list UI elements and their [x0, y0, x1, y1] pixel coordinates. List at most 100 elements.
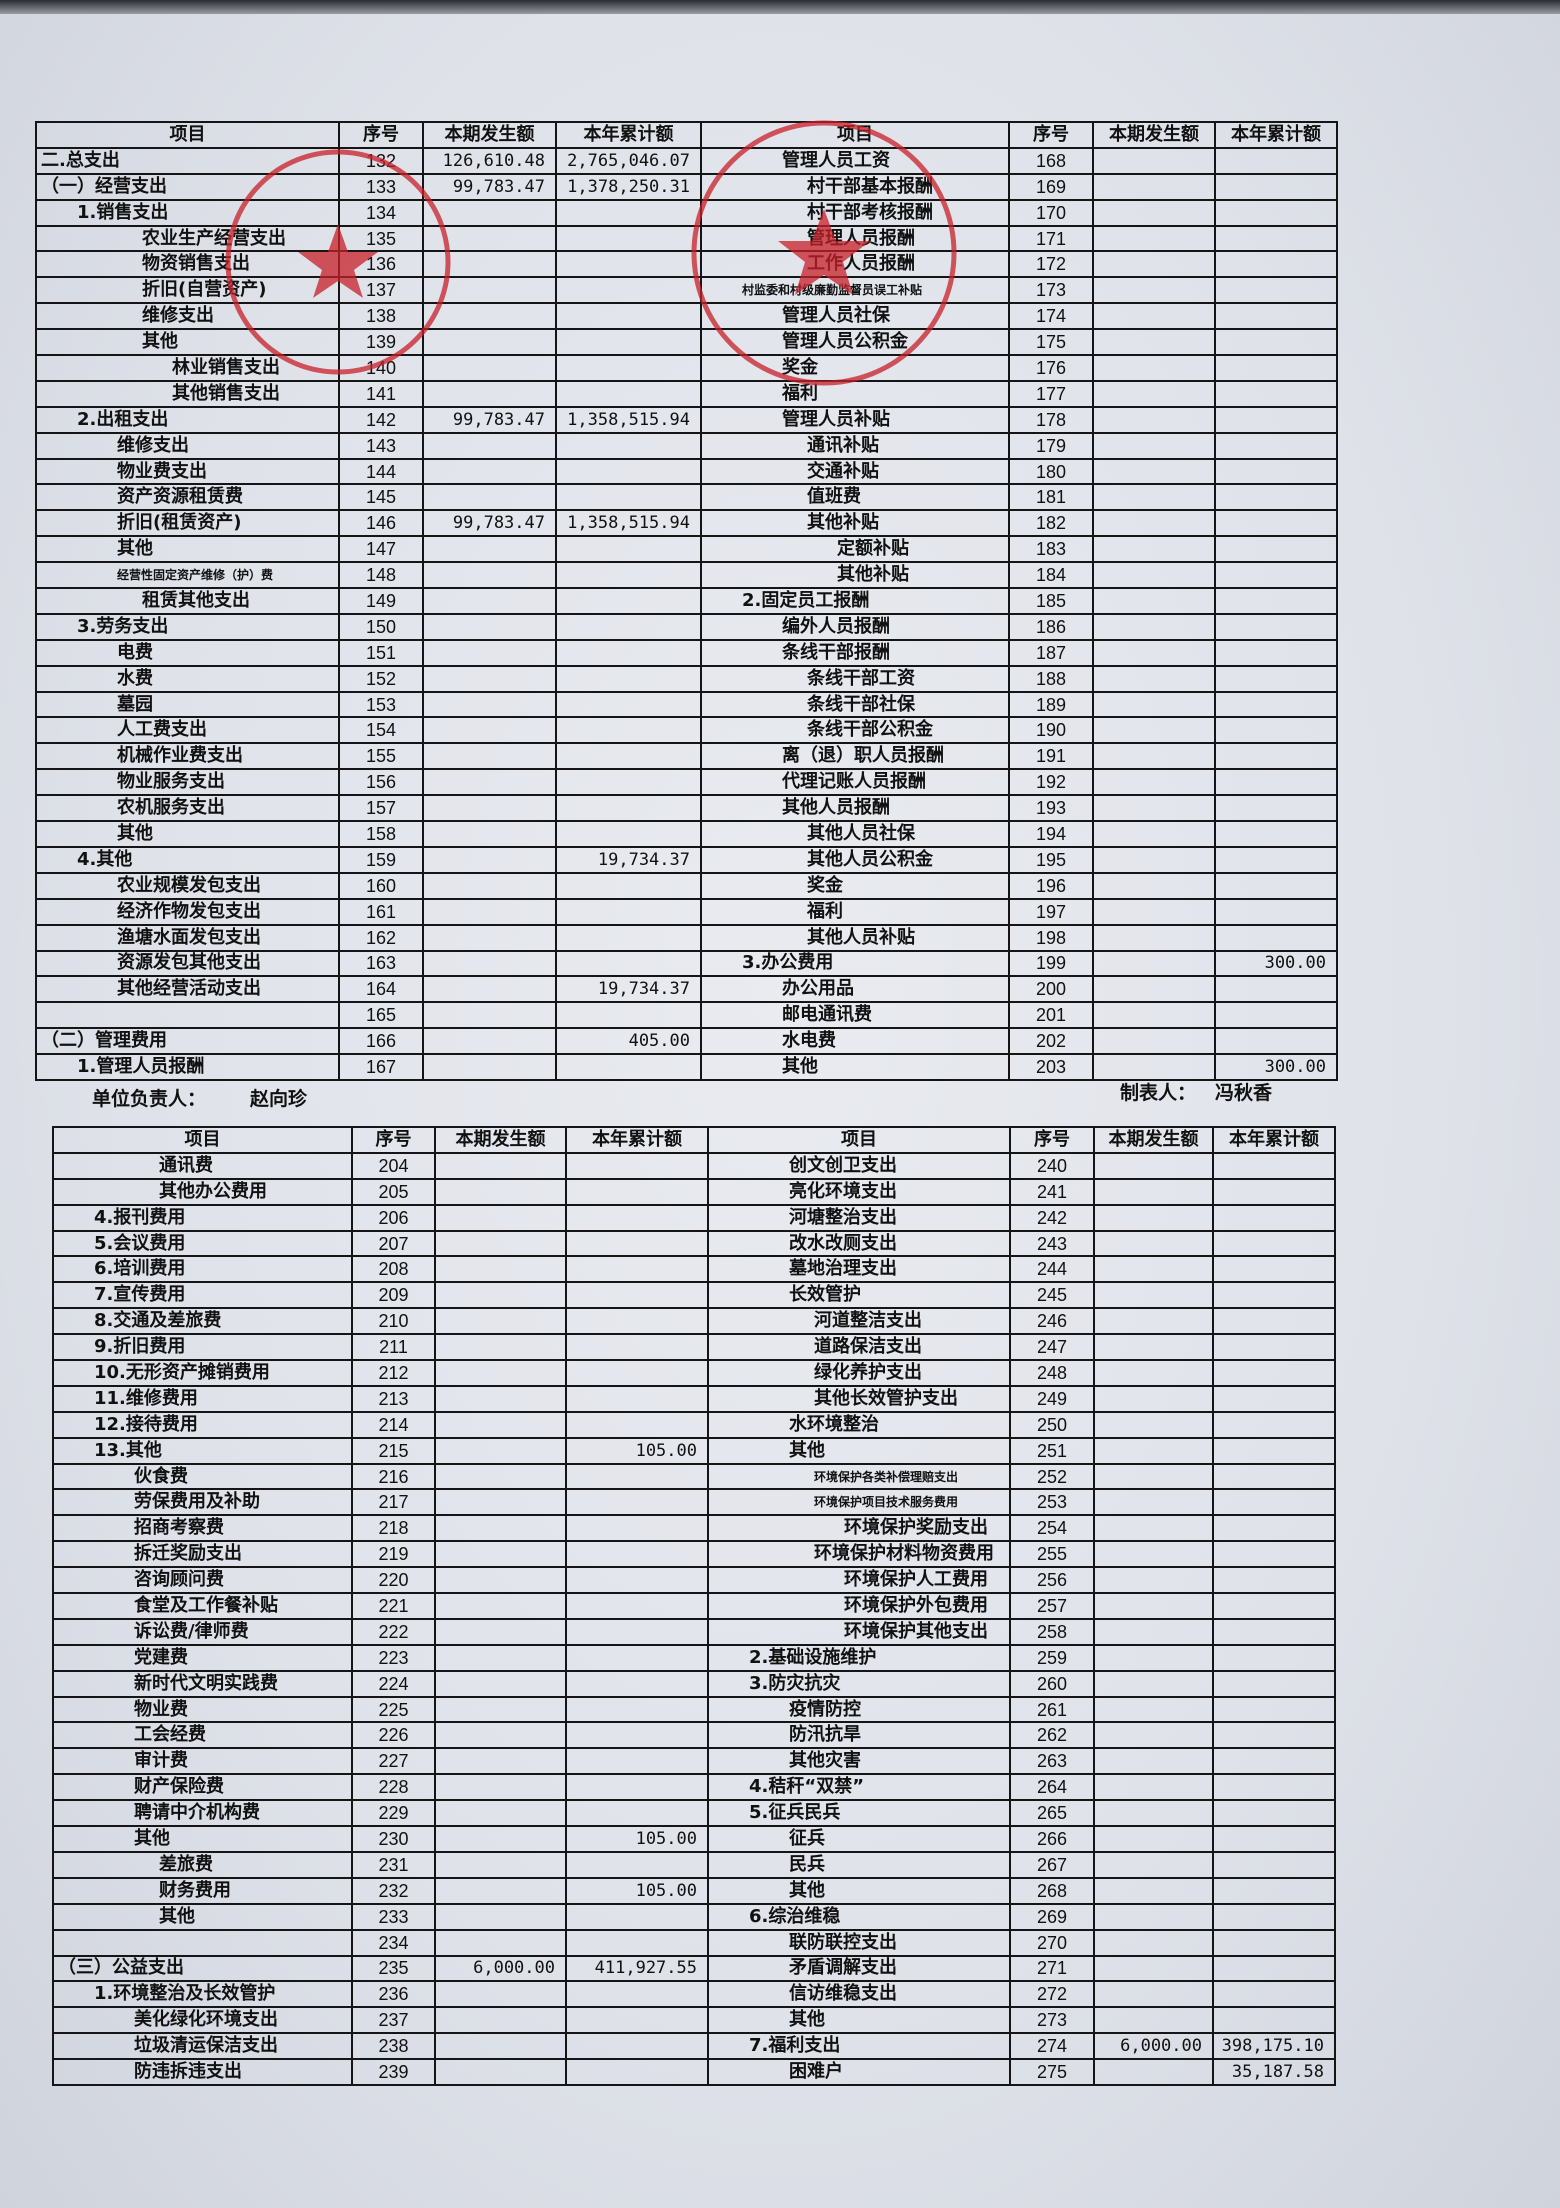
row-ytd-amount: [1214, 587, 1338, 615]
row-item-name: 美化绿化环境支出: [52, 2006, 353, 2035]
unit-head-label: 单位负责人：: [92, 1088, 207, 1110]
row-seq-number: 141: [338, 379, 424, 408]
row-ytd-amount: [1212, 1177, 1336, 1206]
row-seq-number: 192: [1008, 768, 1094, 797]
row-ytd-amount: [1212, 1384, 1336, 1413]
table-row: 资源发包其他支出 163: [35, 949, 702, 978]
row-seq-number: 265: [1009, 1799, 1095, 1828]
row-seq-number: 202: [1008, 1027, 1094, 1056]
table-row: 其他人员报酬 193: [700, 794, 1338, 823]
row-item-name: 其他人员公积金: [700, 845, 1010, 874]
row-item-name: 1.环境整治及长效管护: [52, 1980, 353, 2009]
row-ytd-amount: [1212, 1617, 1336, 1646]
row-seq-number: 198: [1008, 923, 1094, 952]
row-seq-number: 257: [1009, 1592, 1095, 1620]
row-ytd-amount: [565, 1799, 709, 1828]
row-item-name: 其他灾害: [707, 1747, 1011, 1776]
row-item-name: 其他办公费用: [52, 1177, 353, 1206]
row-seq-number: 179: [1008, 431, 1094, 460]
row-seq-number: 139: [338, 328, 424, 357]
row-current-amount: [422, 250, 557, 279]
row-current-amount: [1093, 1695, 1214, 1724]
row-item-name: （一）经营支出: [35, 172, 340, 201]
row-ytd-amount: [1214, 638, 1338, 667]
row-item-name: 联防联控支出: [707, 1928, 1011, 1957]
row-item-name: 信访维稳支出: [707, 1980, 1011, 2009]
table-row: 垃圾清运保洁支出 238: [52, 2032, 709, 2061]
header-item: 项目: [700, 121, 1010, 149]
row-seq-number: 183: [1008, 535, 1094, 564]
row-current-amount: [434, 1151, 567, 1180]
row-seq-number: 208: [351, 1255, 436, 1284]
row-ytd-amount: [555, 354, 702, 382]
row-seq-number: 272: [1009, 1980, 1095, 2009]
row-ytd-amount: [555, 1001, 702, 1030]
row-ytd-amount: [565, 1255, 709, 1284]
table-row: 1.管理人员报酬 167: [35, 1053, 702, 1081]
table-row: 5.会议费用 207: [52, 1229, 709, 1258]
row-item-name: 村干部考核报酬: [700, 198, 1010, 227]
row-current-amount: 6,000.00: [1093, 2032, 1214, 2061]
row-item-name: 管理人员公积金: [700, 328, 1010, 357]
table-row: 管理人员补贴 178: [700, 405, 1338, 434]
row-seq-number: 238: [351, 2032, 436, 2061]
table-row: 福利 177: [700, 379, 1338, 408]
row-current-amount: [434, 1333, 567, 1362]
table-row: 离（退）职人员报酬 191: [700, 742, 1338, 771]
row-item-name: 7.福利支出: [707, 2032, 1011, 2061]
table-row: 其他 233: [52, 1902, 709, 1931]
row-current-amount: [1093, 1151, 1214, 1180]
row-item-name: 环境保护奖励支出: [707, 1514, 1011, 1543]
row-ytd-amount: [565, 1177, 709, 1206]
header-ytd-amount: 本年累计额: [555, 121, 702, 149]
row-ytd-amount: [1214, 690, 1338, 719]
row-item-name: 条线干部报酬: [700, 638, 1010, 667]
row-seq-number: 210: [351, 1307, 436, 1336]
row-current-amount: [422, 224, 557, 253]
row-current-amount: [1092, 302, 1216, 331]
row-ytd-amount: [1212, 1695, 1336, 1724]
table-row: 工会经费 226: [52, 1721, 709, 1750]
row-item-name: 交通补贴: [700, 457, 1010, 486]
row-item-name: 离（退）职人员报酬: [700, 742, 1010, 771]
row-current-amount: [1093, 1876, 1214, 1905]
table-row: 食堂及工作餐补贴 221: [52, 1592, 709, 1620]
table-row: 4.秸秆“双禁” 264: [707, 1773, 1336, 1802]
row-seq-number: 235: [351, 1954, 436, 1983]
row-item-name: 办公用品: [700, 975, 1010, 1004]
row-current-amount: [422, 587, 557, 615]
row-item-name: 资源发包其他支出: [35, 949, 340, 978]
row-item-name: 其他: [707, 1436, 1011, 1465]
row-seq-number: 163: [338, 949, 424, 978]
row-item-name: 诉讼费/律师费: [52, 1617, 353, 1646]
row-seq-number: 185: [1008, 587, 1094, 615]
table-row: 困难户 275 35,187.58: [707, 2058, 1336, 2086]
row-seq-number: 262: [1009, 1721, 1095, 1750]
row-seq-number: 231: [351, 1850, 436, 1879]
row-current-amount: [1092, 224, 1216, 253]
table-row: 值班费 181: [700, 483, 1338, 512]
row-current-amount: [434, 1229, 567, 1258]
row-seq-number: 253: [1009, 1488, 1095, 1517]
table-row: 墓地治理支出 244: [707, 1255, 1336, 1284]
row-item-name: 村干部基本报酬: [700, 172, 1010, 201]
table-row: 2.出租支出 142 99,783.47 1,358,515.94: [35, 405, 702, 434]
row-item-name: 12.接待费用: [52, 1410, 353, 1439]
table-row: 234: [52, 1928, 709, 1957]
row-ytd-amount: [565, 1617, 709, 1646]
row-current-amount: [422, 923, 557, 952]
row-ytd-amount: [565, 1384, 709, 1413]
table-row: 水环境整治 250: [707, 1410, 1336, 1439]
row-seq-number: 167: [338, 1053, 424, 1081]
row-current-amount: [434, 1876, 567, 1905]
row-seq-number: 134: [338, 198, 424, 227]
row-seq-number: 154: [338, 716, 424, 745]
row-current-amount: [422, 1001, 557, 1030]
table-row: 征兵 266: [707, 1825, 1336, 1853]
table-header-row: 项目 序号 本期发生额 本年累计额: [707, 1126, 1336, 1154]
row-item-name: 拆迁奖励支出: [52, 1540, 353, 1569]
row-ytd-amount: [565, 1410, 709, 1439]
row-ytd-amount: [565, 1747, 709, 1776]
row-ytd-amount: [1212, 1281, 1336, 1310]
table-row: 管理人员公积金 175: [700, 328, 1338, 357]
